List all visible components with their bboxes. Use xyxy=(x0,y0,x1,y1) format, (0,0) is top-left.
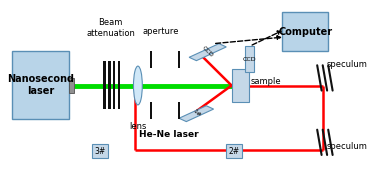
Text: aperture: aperture xyxy=(143,27,179,36)
Text: Nanosecond
laser: Nanosecond laser xyxy=(7,74,74,96)
FancyBboxPatch shape xyxy=(282,13,328,51)
FancyBboxPatch shape xyxy=(12,51,69,119)
Bar xyxy=(178,102,180,119)
Text: 2#: 2# xyxy=(229,147,240,156)
FancyBboxPatch shape xyxy=(69,78,74,93)
Bar xyxy=(150,102,152,119)
FancyBboxPatch shape xyxy=(232,69,249,102)
Ellipse shape xyxy=(133,66,142,105)
Bar xyxy=(189,44,226,61)
Text: Computer: Computer xyxy=(278,27,332,37)
Text: speculum: speculum xyxy=(326,60,367,69)
FancyBboxPatch shape xyxy=(226,144,242,158)
FancyBboxPatch shape xyxy=(245,46,254,72)
Text: Beam
attenuation: Beam attenuation xyxy=(86,18,135,38)
FancyBboxPatch shape xyxy=(92,144,108,158)
Bar xyxy=(179,106,214,122)
Bar xyxy=(150,51,152,68)
Bar xyxy=(108,61,111,109)
Text: CCD: CCD xyxy=(243,57,256,62)
Text: speculum: speculum xyxy=(326,142,367,151)
Text: 3#: 3# xyxy=(94,147,106,156)
Text: sample: sample xyxy=(251,77,282,86)
Text: CCD: CCD xyxy=(201,46,214,59)
Text: He-Ne laser: He-Ne laser xyxy=(139,130,198,139)
Bar xyxy=(113,61,116,109)
Bar xyxy=(118,61,120,109)
Text: lens: lens xyxy=(129,122,147,131)
Bar xyxy=(103,61,106,109)
Text: 1#: 1# xyxy=(191,109,201,119)
Bar xyxy=(178,51,180,68)
